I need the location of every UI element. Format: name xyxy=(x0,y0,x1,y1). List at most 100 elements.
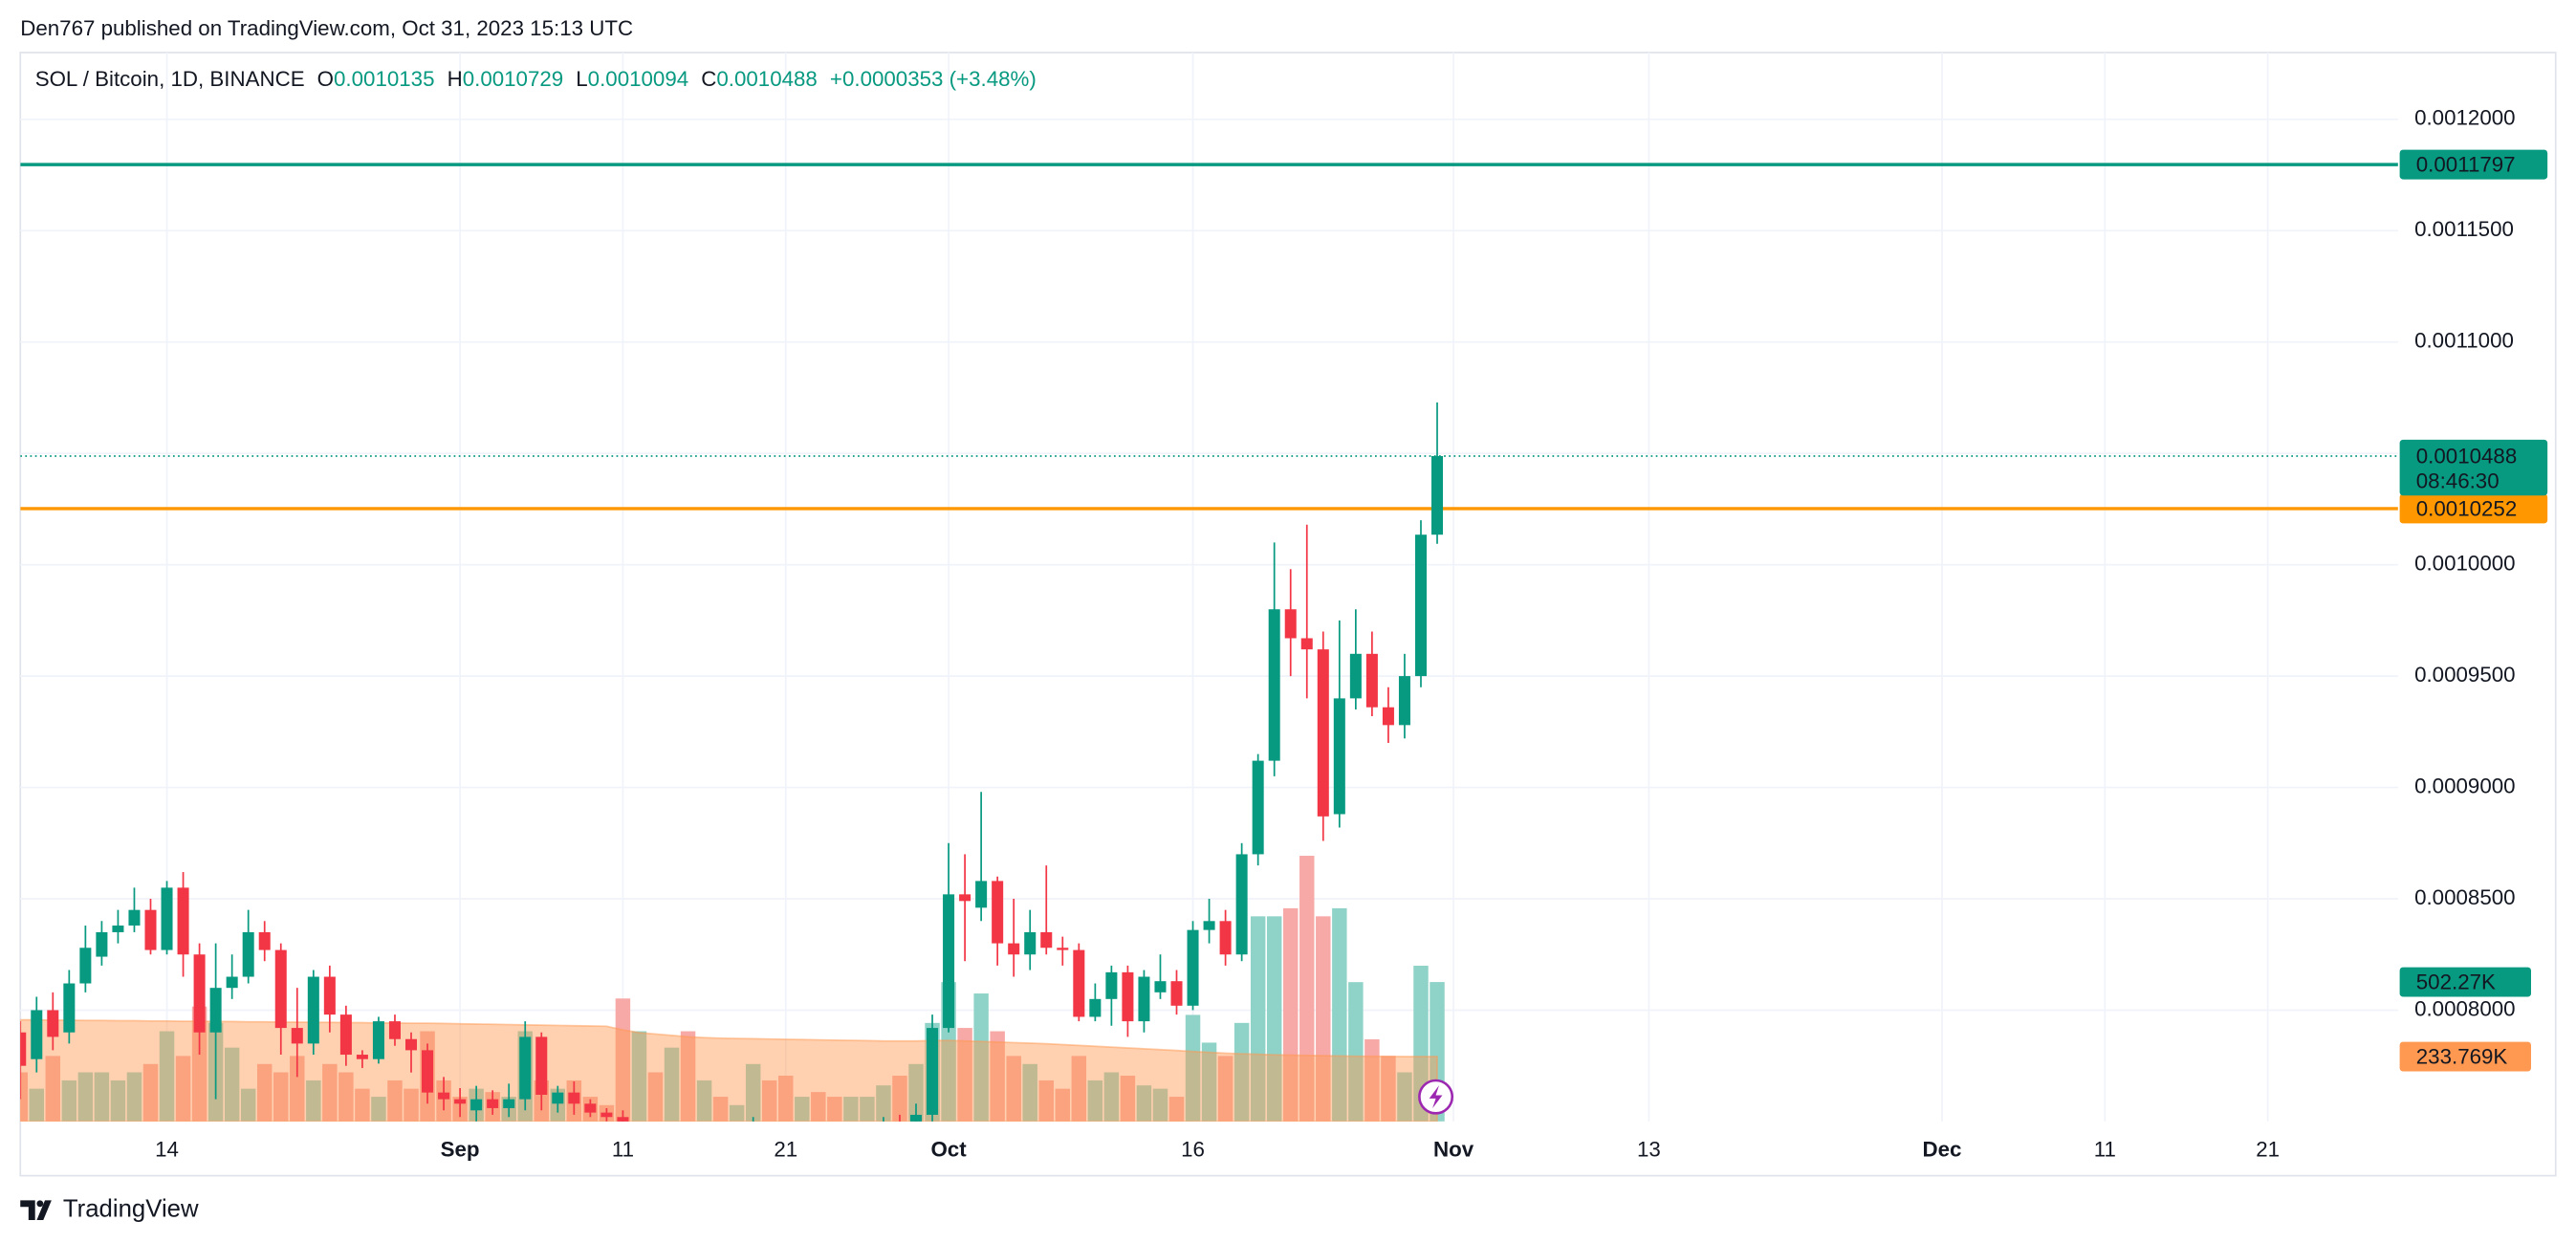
price-tag-label: 0.0010252 xyxy=(2416,497,2517,521)
candle-body xyxy=(356,1055,368,1059)
volume-bar xyxy=(973,993,989,1122)
legend-change: +0.0000353 (+3.48%) xyxy=(830,67,1037,91)
x-tick-label: 11 xyxy=(2094,1138,2116,1162)
volume-bar xyxy=(647,1072,664,1122)
price-tag xyxy=(2399,149,2548,180)
footer-text: TradingView xyxy=(63,1195,199,1222)
volume-bar xyxy=(1087,1079,1103,1122)
candle-body xyxy=(1333,698,1345,815)
volume-bar xyxy=(338,1072,354,1122)
volume-bar xyxy=(729,1104,745,1122)
volume-bar xyxy=(778,1076,794,1122)
volume-bar xyxy=(664,1047,680,1122)
volume-bar xyxy=(892,1076,907,1122)
y-tick-label: 0.0009500 xyxy=(2414,663,2515,687)
candle-body xyxy=(274,949,287,1029)
candle-body xyxy=(438,1092,450,1100)
chart-frame xyxy=(19,52,2557,1177)
candle-body xyxy=(1105,971,1118,999)
candle-body xyxy=(47,1010,59,1037)
volume-bar xyxy=(94,1072,110,1122)
x-tick-label: 11 xyxy=(612,1138,634,1162)
candle-body xyxy=(1349,653,1362,699)
candle-body xyxy=(323,976,336,1015)
volume-bar xyxy=(306,1079,321,1122)
volume-bar xyxy=(224,1047,240,1122)
volume-bar xyxy=(191,1006,207,1122)
volume-bar xyxy=(876,1085,891,1122)
y-tick-label: 0.0009000 xyxy=(2414,774,2515,797)
grid xyxy=(20,52,2398,1122)
candle-body xyxy=(1317,649,1329,817)
candle-body xyxy=(909,1114,923,1122)
candle-body xyxy=(307,976,319,1044)
volume-bar xyxy=(45,1056,61,1122)
x-tick-label: Sep xyxy=(441,1138,480,1162)
volume-bar xyxy=(126,1072,142,1122)
candle-body xyxy=(372,1021,384,1059)
volume-bar xyxy=(1413,966,1429,1122)
y-tick-label: 0.0008500 xyxy=(2414,885,2515,909)
volume-bar xyxy=(355,1088,370,1122)
volume-bar xyxy=(1316,916,1331,1122)
candle-body xyxy=(1203,921,1215,930)
volume-bar xyxy=(61,1079,77,1122)
candle-body xyxy=(1089,998,1102,1017)
header: Den767 published on TradingView.com, Oct… xyxy=(20,16,633,40)
candle-body xyxy=(112,925,124,932)
candle-body xyxy=(617,1117,629,1122)
volume-bar xyxy=(1266,916,1282,1122)
volume-bar xyxy=(1185,1014,1201,1122)
volume-bar xyxy=(795,1097,810,1122)
candle-body xyxy=(1300,638,1313,650)
volume-bar xyxy=(273,1072,289,1122)
x-tick-label: Nov xyxy=(1433,1138,1474,1162)
candle-body xyxy=(487,1099,499,1108)
candle-body xyxy=(1008,943,1020,955)
y-tick-label: 0.0011000 xyxy=(2414,329,2514,353)
volume-bar xyxy=(1233,1022,1250,1122)
legend-value: 0.0010488 xyxy=(716,67,817,91)
volume-bar xyxy=(20,1072,28,1122)
volume-bar xyxy=(1217,1056,1233,1122)
volume-bar xyxy=(1348,982,1364,1122)
volume-bar xyxy=(1103,1072,1120,1122)
volume-bar xyxy=(1022,1063,1037,1122)
volume-bar xyxy=(761,1079,777,1122)
y-tick-label: 0.0012000 xyxy=(2414,106,2515,130)
volume-bar xyxy=(29,1088,45,1122)
candle-body xyxy=(1170,981,1183,1006)
candle-body xyxy=(975,881,988,908)
volume-bar xyxy=(240,1088,256,1122)
axes: 0.0008000 0.0008500 0.0009000 0.0009500 0.00… xyxy=(155,106,2548,1162)
volume-bar xyxy=(712,1097,729,1122)
candle-body xyxy=(63,983,76,1033)
candle-body xyxy=(992,881,1004,944)
volume-bar xyxy=(1283,907,1299,1122)
candle-body xyxy=(96,931,108,957)
legend-label: H xyxy=(448,67,463,91)
candle-body xyxy=(79,948,92,984)
price-tag xyxy=(2399,493,2548,524)
volume-bar xyxy=(142,1063,159,1122)
volume-bar xyxy=(1381,1056,1396,1122)
volume-bar xyxy=(371,1097,386,1122)
candle-body xyxy=(422,1050,434,1093)
x-tick-label: 16 xyxy=(1181,1138,1205,1162)
volume-bar xyxy=(175,1056,191,1122)
candle-body xyxy=(1187,929,1199,1006)
candle-body xyxy=(1252,760,1264,855)
alert-icon xyxy=(1418,1079,1454,1115)
candle-body xyxy=(1284,609,1297,639)
candle-body xyxy=(1414,534,1427,677)
candle-body xyxy=(1040,931,1053,949)
candle-body xyxy=(470,1099,483,1111)
candle-body xyxy=(454,1099,467,1104)
volume-bar xyxy=(1168,1097,1185,1122)
candle-body xyxy=(388,1021,401,1039)
volume-bar xyxy=(843,1097,859,1122)
volume-bar xyxy=(1332,907,1347,1122)
legend-value: 0.0010135 xyxy=(334,67,434,91)
legend-label: O xyxy=(317,67,334,91)
